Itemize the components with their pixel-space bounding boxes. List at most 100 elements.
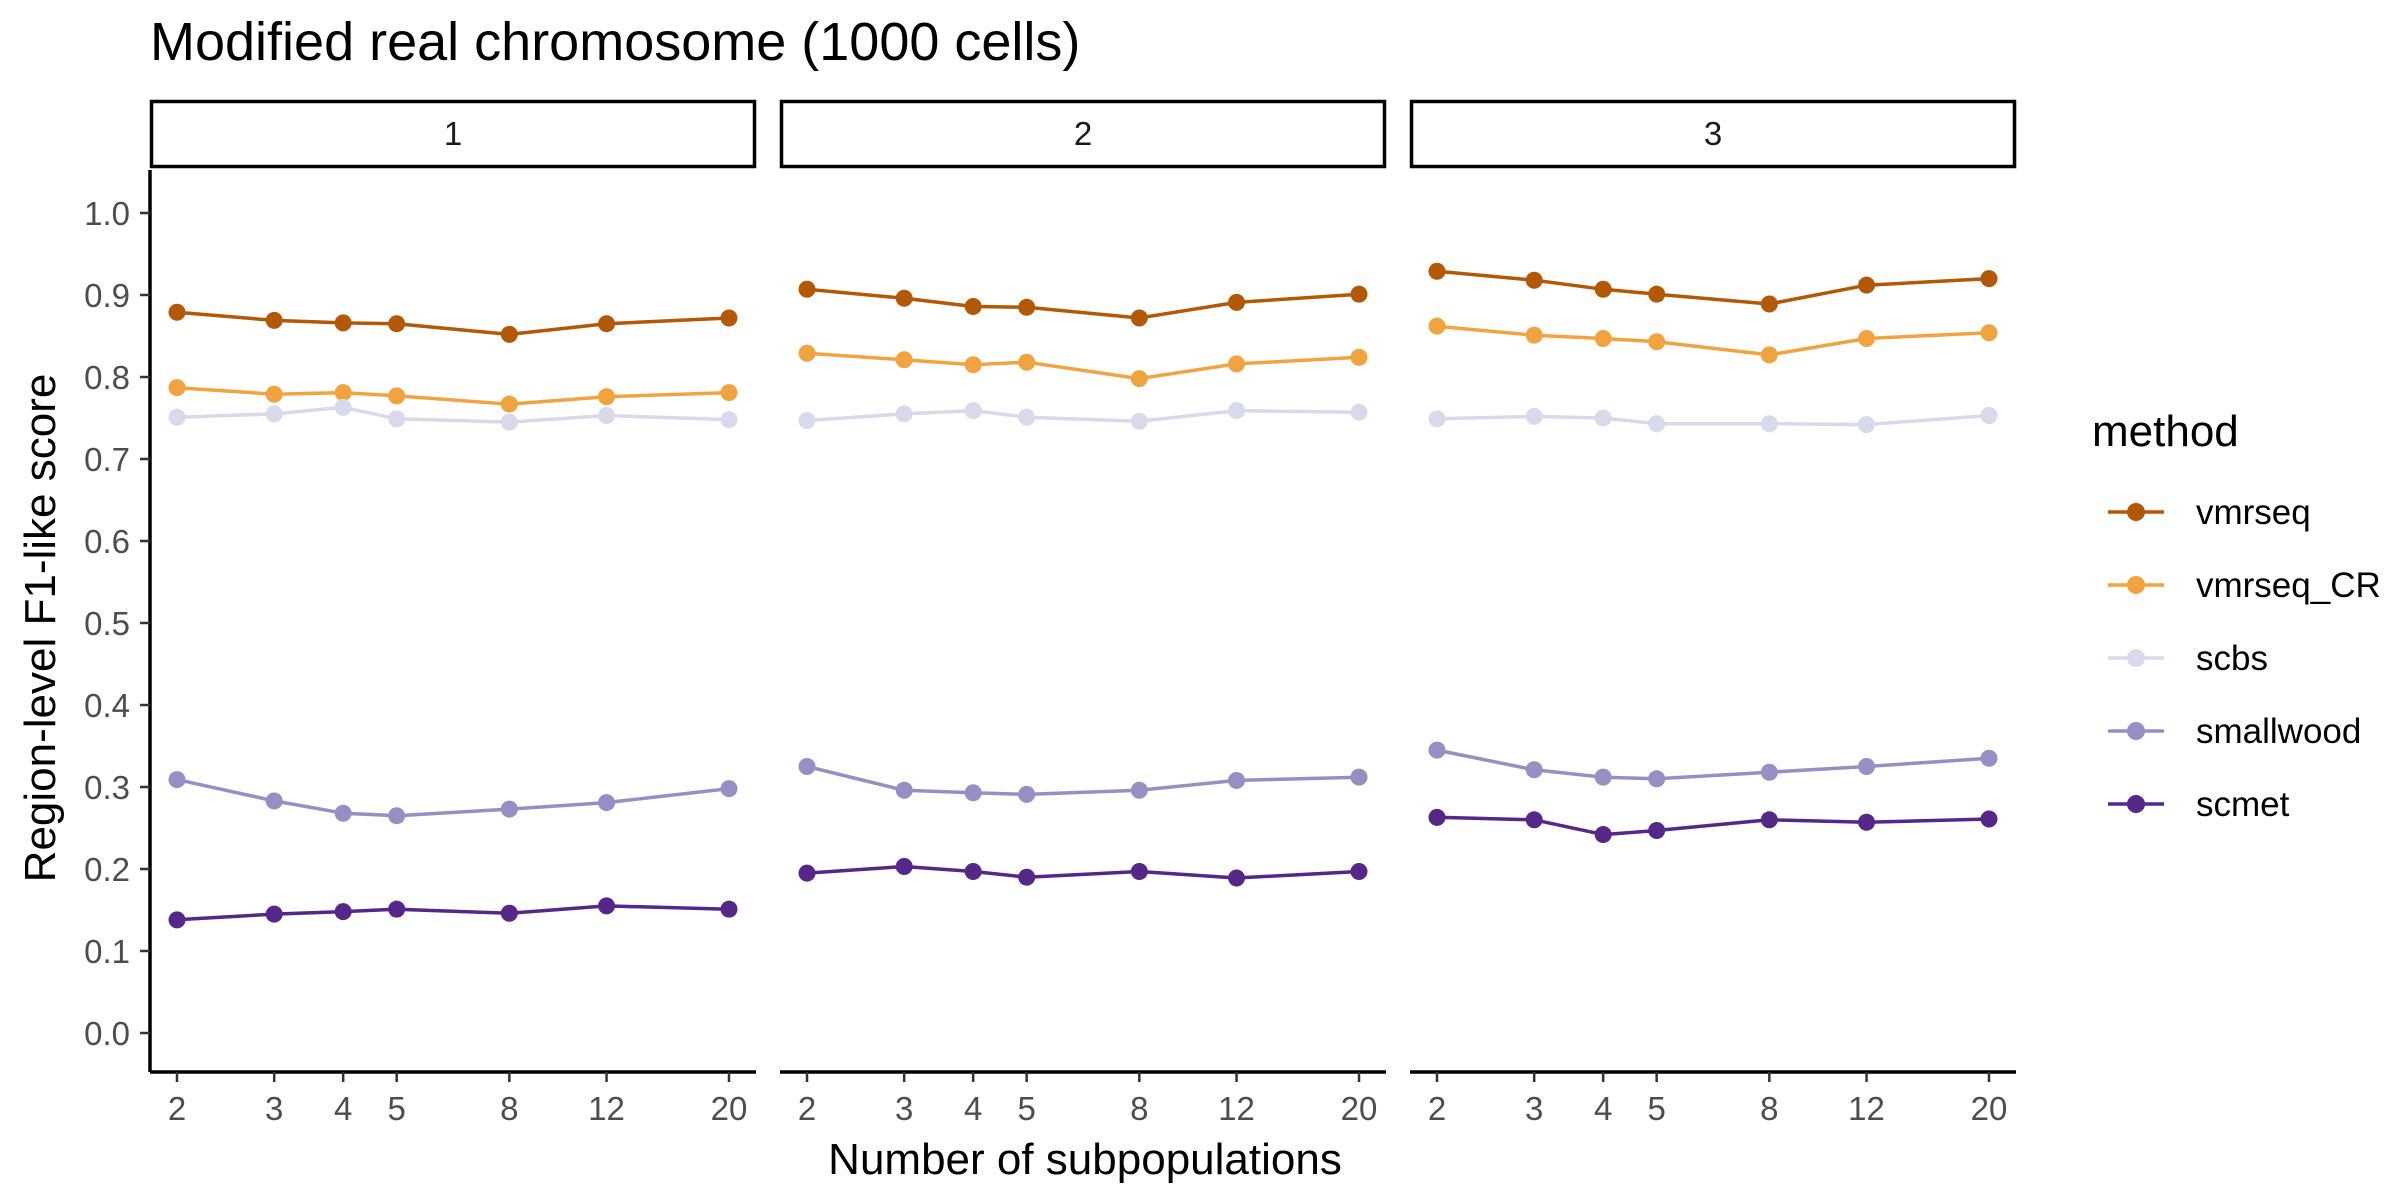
- data-point: [895, 781, 913, 799]
- data-point: [1350, 285, 1368, 303]
- x-tick-label: 3: [265, 1090, 283, 1127]
- data-point: [1648, 415, 1666, 433]
- series-scbs: [168, 398, 738, 431]
- data-point: [798, 280, 816, 298]
- legend-item-scbs: scbs: [2108, 639, 2268, 678]
- data-point: [1350, 348, 1368, 366]
- series-line: [1436, 413, 1990, 427]
- facet-strip: [1409, 99, 2017, 169]
- data-point: [334, 314, 352, 332]
- data-point: [1760, 763, 1778, 781]
- data-point: [1350, 768, 1368, 786]
- data-point: [500, 800, 518, 818]
- y-tick-label: 0.0: [84, 1015, 130, 1052]
- series-scmet: [798, 858, 1368, 887]
- data-point: [168, 771, 186, 789]
- data-point: [388, 387, 406, 405]
- data-point: [964, 402, 982, 420]
- series-line: [806, 351, 1360, 381]
- legend-label: vmrseq: [2196, 493, 2311, 532]
- legend-item-vmrseq_CR: vmrseq_CR: [2108, 566, 2381, 605]
- y-axis: 0.0 0.1 0.2 0.3 0.4 0.5 0.6 0.7 0.8 0.9 1.0: [84, 170, 152, 1072]
- facet-strip-label: 1: [444, 115, 462, 152]
- y-tick-label: 0.7: [84, 441, 130, 478]
- data-point: [1428, 808, 1446, 826]
- y-tick-label: 1.0: [84, 195, 130, 232]
- data-point: [168, 911, 186, 929]
- data-point: [168, 379, 186, 397]
- data-point: [1228, 771, 1246, 789]
- data-point: [1130, 862, 1148, 880]
- legend-item-smallwood: smallwood: [2108, 712, 2361, 751]
- data-point: [500, 325, 518, 343]
- data-point: [964, 297, 982, 315]
- x-tick-label: 4: [964, 1090, 982, 1127]
- legend-title: method: [2092, 407, 2239, 456]
- data-point: [1130, 370, 1148, 388]
- data-point: [1018, 408, 1036, 426]
- y-axis-title: Region-level F1-like score: [16, 374, 65, 883]
- series-smallwood: [168, 771, 738, 825]
- x-tick-label: 12: [588, 1090, 625, 1127]
- data-point: [1428, 741, 1446, 759]
- data-point: [1648, 333, 1666, 351]
- data-point: [1760, 811, 1778, 829]
- data-point: [265, 405, 283, 423]
- series-vmrseq_CR: [798, 344, 1368, 388]
- y-tick-label: 0.4: [84, 687, 130, 724]
- data-point: [1594, 409, 1612, 427]
- data-point: [334, 804, 352, 822]
- series-line: [1436, 748, 1990, 781]
- facet-strip-label: 2: [1074, 115, 1092, 152]
- data-point: [1980, 810, 1998, 828]
- series-vmrseq: [168, 303, 738, 343]
- data-point: [1525, 407, 1543, 425]
- data-point: [895, 405, 913, 423]
- data-point: [1858, 329, 1876, 347]
- series-line: [1436, 815, 1990, 837]
- y-tick-label: 0.5: [84, 605, 130, 642]
- series-line: [176, 777, 730, 818]
- facet-panel-1: 12 3 4 5 8 12 20: [149, 99, 757, 1127]
- x-tick-label: 20: [711, 1090, 748, 1127]
- data-point: [1428, 410, 1446, 428]
- series-line: [176, 904, 730, 922]
- legend-label: scbs: [2196, 639, 2268, 678]
- series-scbs: [1428, 407, 1998, 434]
- x-tick-label: 2: [798, 1090, 816, 1127]
- data-point: [1648, 285, 1666, 303]
- data-point: [1018, 868, 1036, 886]
- data-point: [1858, 813, 1876, 831]
- x-tick-label: 3: [895, 1090, 913, 1127]
- data-point: [1428, 317, 1446, 335]
- series-vmrseq_CR: [168, 379, 738, 413]
- x-tick-label: 20: [1971, 1090, 2008, 1127]
- data-point: [1648, 821, 1666, 839]
- data-point: [598, 388, 616, 406]
- data-point: [334, 903, 352, 921]
- data-point: [1594, 329, 1612, 347]
- x-tick-label: 5: [1017, 1090, 1035, 1127]
- data-point: [1594, 768, 1612, 786]
- y-tick-label: 0.8: [84, 359, 130, 396]
- series-smallwood: [1428, 741, 1998, 788]
- x-tick-label: 12: [1218, 1090, 1255, 1127]
- legend-label: scmet: [2196, 785, 2290, 824]
- y-tick-label: 0.3: [84, 769, 130, 806]
- series-line: [806, 287, 1360, 320]
- x-tick-label: 5: [1647, 1090, 1665, 1127]
- data-point: [1760, 415, 1778, 433]
- data-point: [895, 858, 913, 876]
- series-scmet: [1428, 808, 1998, 844]
- x-tick-label: 2: [168, 1090, 186, 1127]
- series-line: [1436, 324, 1990, 357]
- facet-strip-label: 3: [1704, 115, 1722, 152]
- data-point: [1228, 402, 1246, 420]
- data-point: [598, 315, 616, 333]
- x-tick-label: 8: [1130, 1090, 1148, 1127]
- facet-strip: [779, 99, 1387, 169]
- y-tick-label: 0.2: [84, 851, 130, 888]
- x-tick-label: 12: [1848, 1090, 1885, 1127]
